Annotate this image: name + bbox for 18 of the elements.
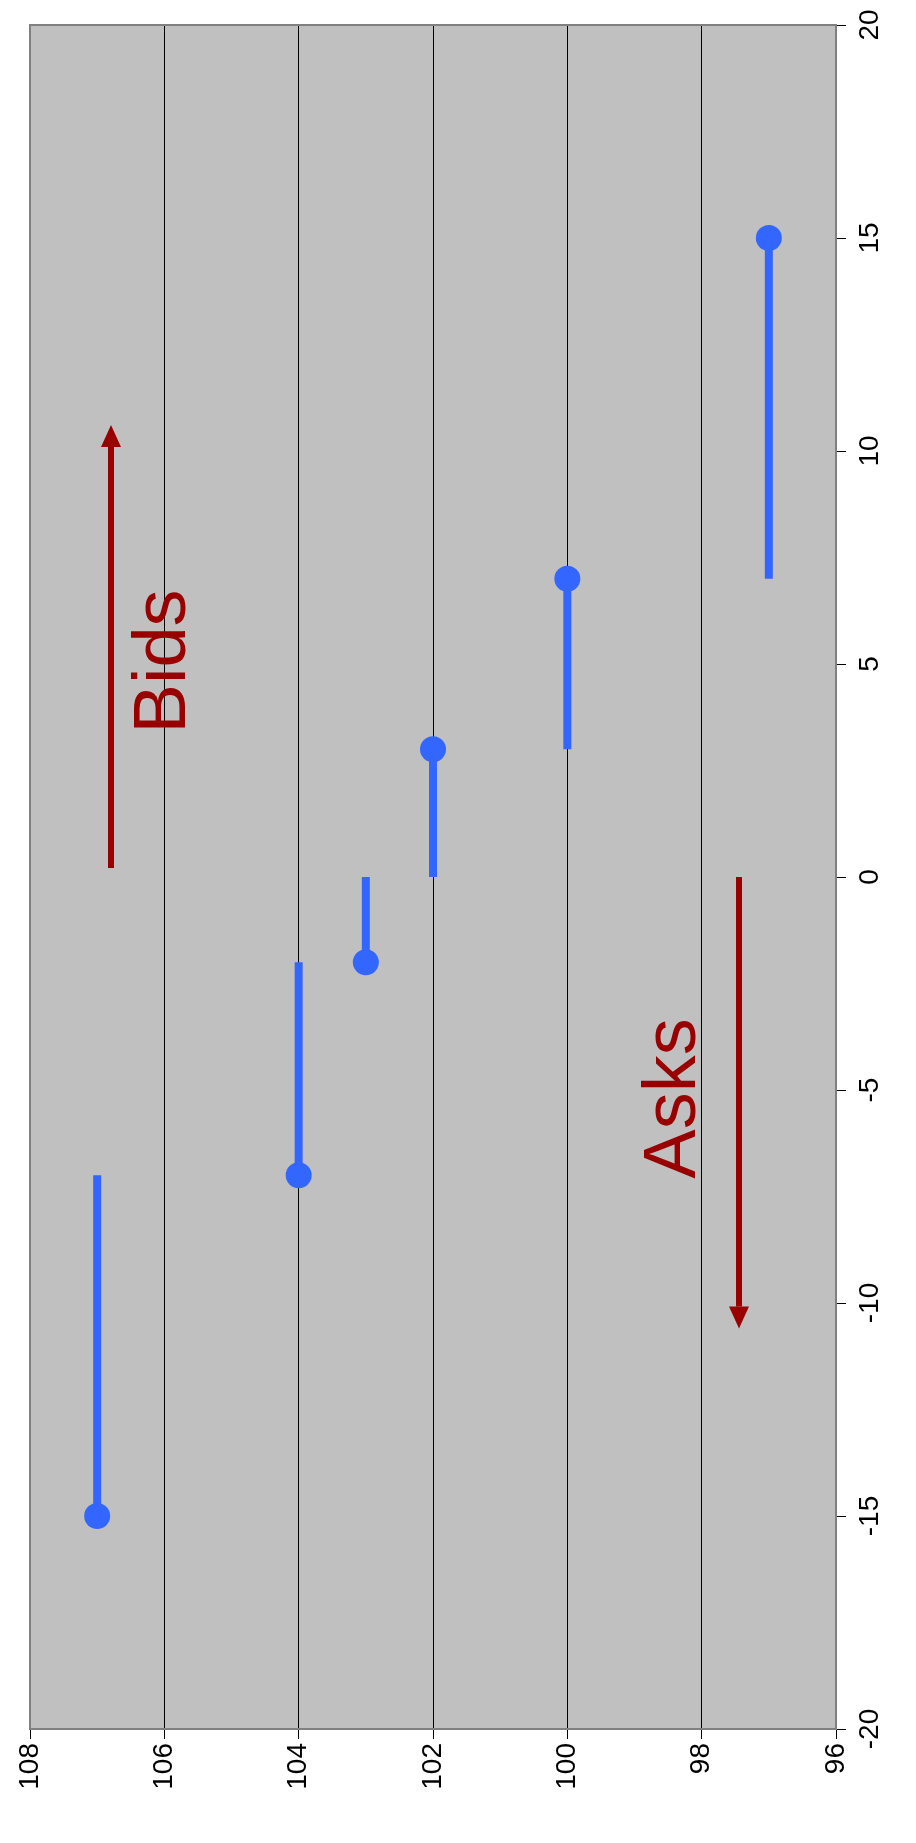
y-tick-label: -20 [852, 1708, 884, 1750]
y-tick-label: -10 [852, 1282, 884, 1324]
x-tick-label: 104 [281, 1743, 313, 1790]
y-tick-label: -5 [852, 1077, 884, 1103]
x-tick-label: 106 [147, 1743, 179, 1790]
annotation: Bids [117, 589, 201, 734]
y-tick-label: -15 [852, 1495, 884, 1537]
x-tick-label: 100 [550, 1743, 582, 1790]
y-tick-label: 20 [852, 9, 884, 41]
x-tick-label: 98 [684, 1743, 716, 1775]
y-tick-label: 15 [852, 222, 884, 254]
y-tick-label: 5 [852, 656, 884, 672]
y-tick-label: 10 [852, 435, 884, 467]
x-tick-label: 96 [818, 1743, 850, 1775]
y-tick-label: 0 [852, 869, 884, 885]
x-tick-label: 108 [12, 1743, 44, 1790]
x-tick-label: 102 [415, 1743, 447, 1790]
annotation: Asks [628, 1018, 712, 1179]
